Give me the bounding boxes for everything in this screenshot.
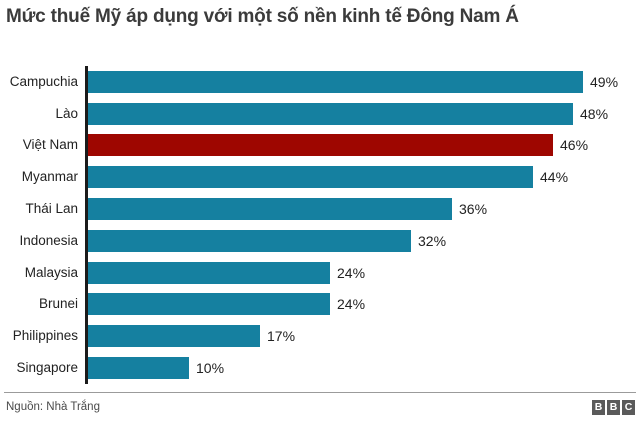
bbc-logo-letter-2: B: [607, 400, 620, 415]
bar-highlighted: [88, 134, 553, 157]
bar-row: Lào 48%: [0, 97, 640, 130]
bbc-logo-letter-3: C: [622, 400, 635, 415]
bar-row: Myanmar 44%: [0, 161, 640, 194]
bar-value-label: 17%: [267, 328, 296, 345]
bar-value-label: 44%: [540, 169, 569, 186]
bar: [88, 70, 583, 93]
category-label: Malaysia: [24, 264, 78, 280]
bar-chart-plot: Campuchia 49% Lào 48% Việt Nam 46% Myanm…: [0, 66, 640, 384]
bbc-logo: B B C: [592, 400, 635, 415]
bar: [88, 102, 573, 125]
bar-row: Campuchia 49%: [0, 66, 640, 98]
bar: [88, 229, 411, 252]
bar: [88, 325, 260, 348]
bar-row: Thái Lan 36%: [0, 193, 640, 225]
bar-track: 44%: [85, 161, 640, 194]
bar-track: 49%: [85, 66, 640, 98]
category-label: Indonesia: [19, 232, 78, 248]
category-label: Singapore: [16, 360, 78, 376]
category-label: Philippines: [12, 328, 78, 344]
bar-row: Singapore 10%: [0, 352, 640, 384]
bar-track: 46%: [85, 129, 640, 162]
category-label: Thái Lan: [25, 201, 78, 217]
bar-value-label: 48%: [580, 105, 609, 122]
bar-track: 32%: [85, 224, 640, 257]
category-label: Myanmar: [21, 169, 78, 185]
bar-track: 48%: [85, 97, 640, 130]
bbc-logo-letter-1: B: [592, 400, 605, 415]
bar-row: Malaysia 24%: [0, 256, 640, 289]
bar-row: Philippines 17%: [0, 320, 640, 353]
bar-row: Việt Nam 46%: [0, 129, 640, 162]
bar-track: 17%: [85, 320, 640, 353]
bar-track: 24%: [85, 288, 640, 321]
bar: [88, 198, 452, 221]
bar-value-label: 32%: [418, 232, 447, 249]
bar-row: Brunei 24%: [0, 288, 640, 321]
bar-track: 10%: [85, 352, 640, 384]
bar-value-label: 36%: [459, 201, 488, 218]
bar-value-label: 49%: [590, 73, 619, 90]
bar: [88, 261, 330, 284]
category-label: Lào: [55, 105, 78, 121]
bar-value-label: 24%: [337, 264, 366, 281]
category-label: Việt Nam: [22, 137, 78, 153]
bar-row: Indonesia 32%: [0, 224, 640, 257]
bar: [88, 357, 189, 380]
bar: [88, 166, 533, 189]
bar-track: 36%: [85, 193, 640, 225]
bar-track: 24%: [85, 256, 640, 289]
category-label: Brunei: [38, 296, 78, 312]
footer-divider: [4, 392, 636, 393]
bar: [88, 293, 330, 316]
category-label: Campuchia: [9, 73, 78, 89]
source-note: Nguồn: Nhà Trắng: [6, 401, 100, 413]
bar-value-label: 10%: [196, 360, 225, 377]
bar-value-label: 24%: [337, 296, 366, 313]
chart-title: Mức thuế Mỹ áp dụng với một số nền kinh …: [6, 6, 519, 27]
bar-value-label: 46%: [560, 137, 589, 154]
